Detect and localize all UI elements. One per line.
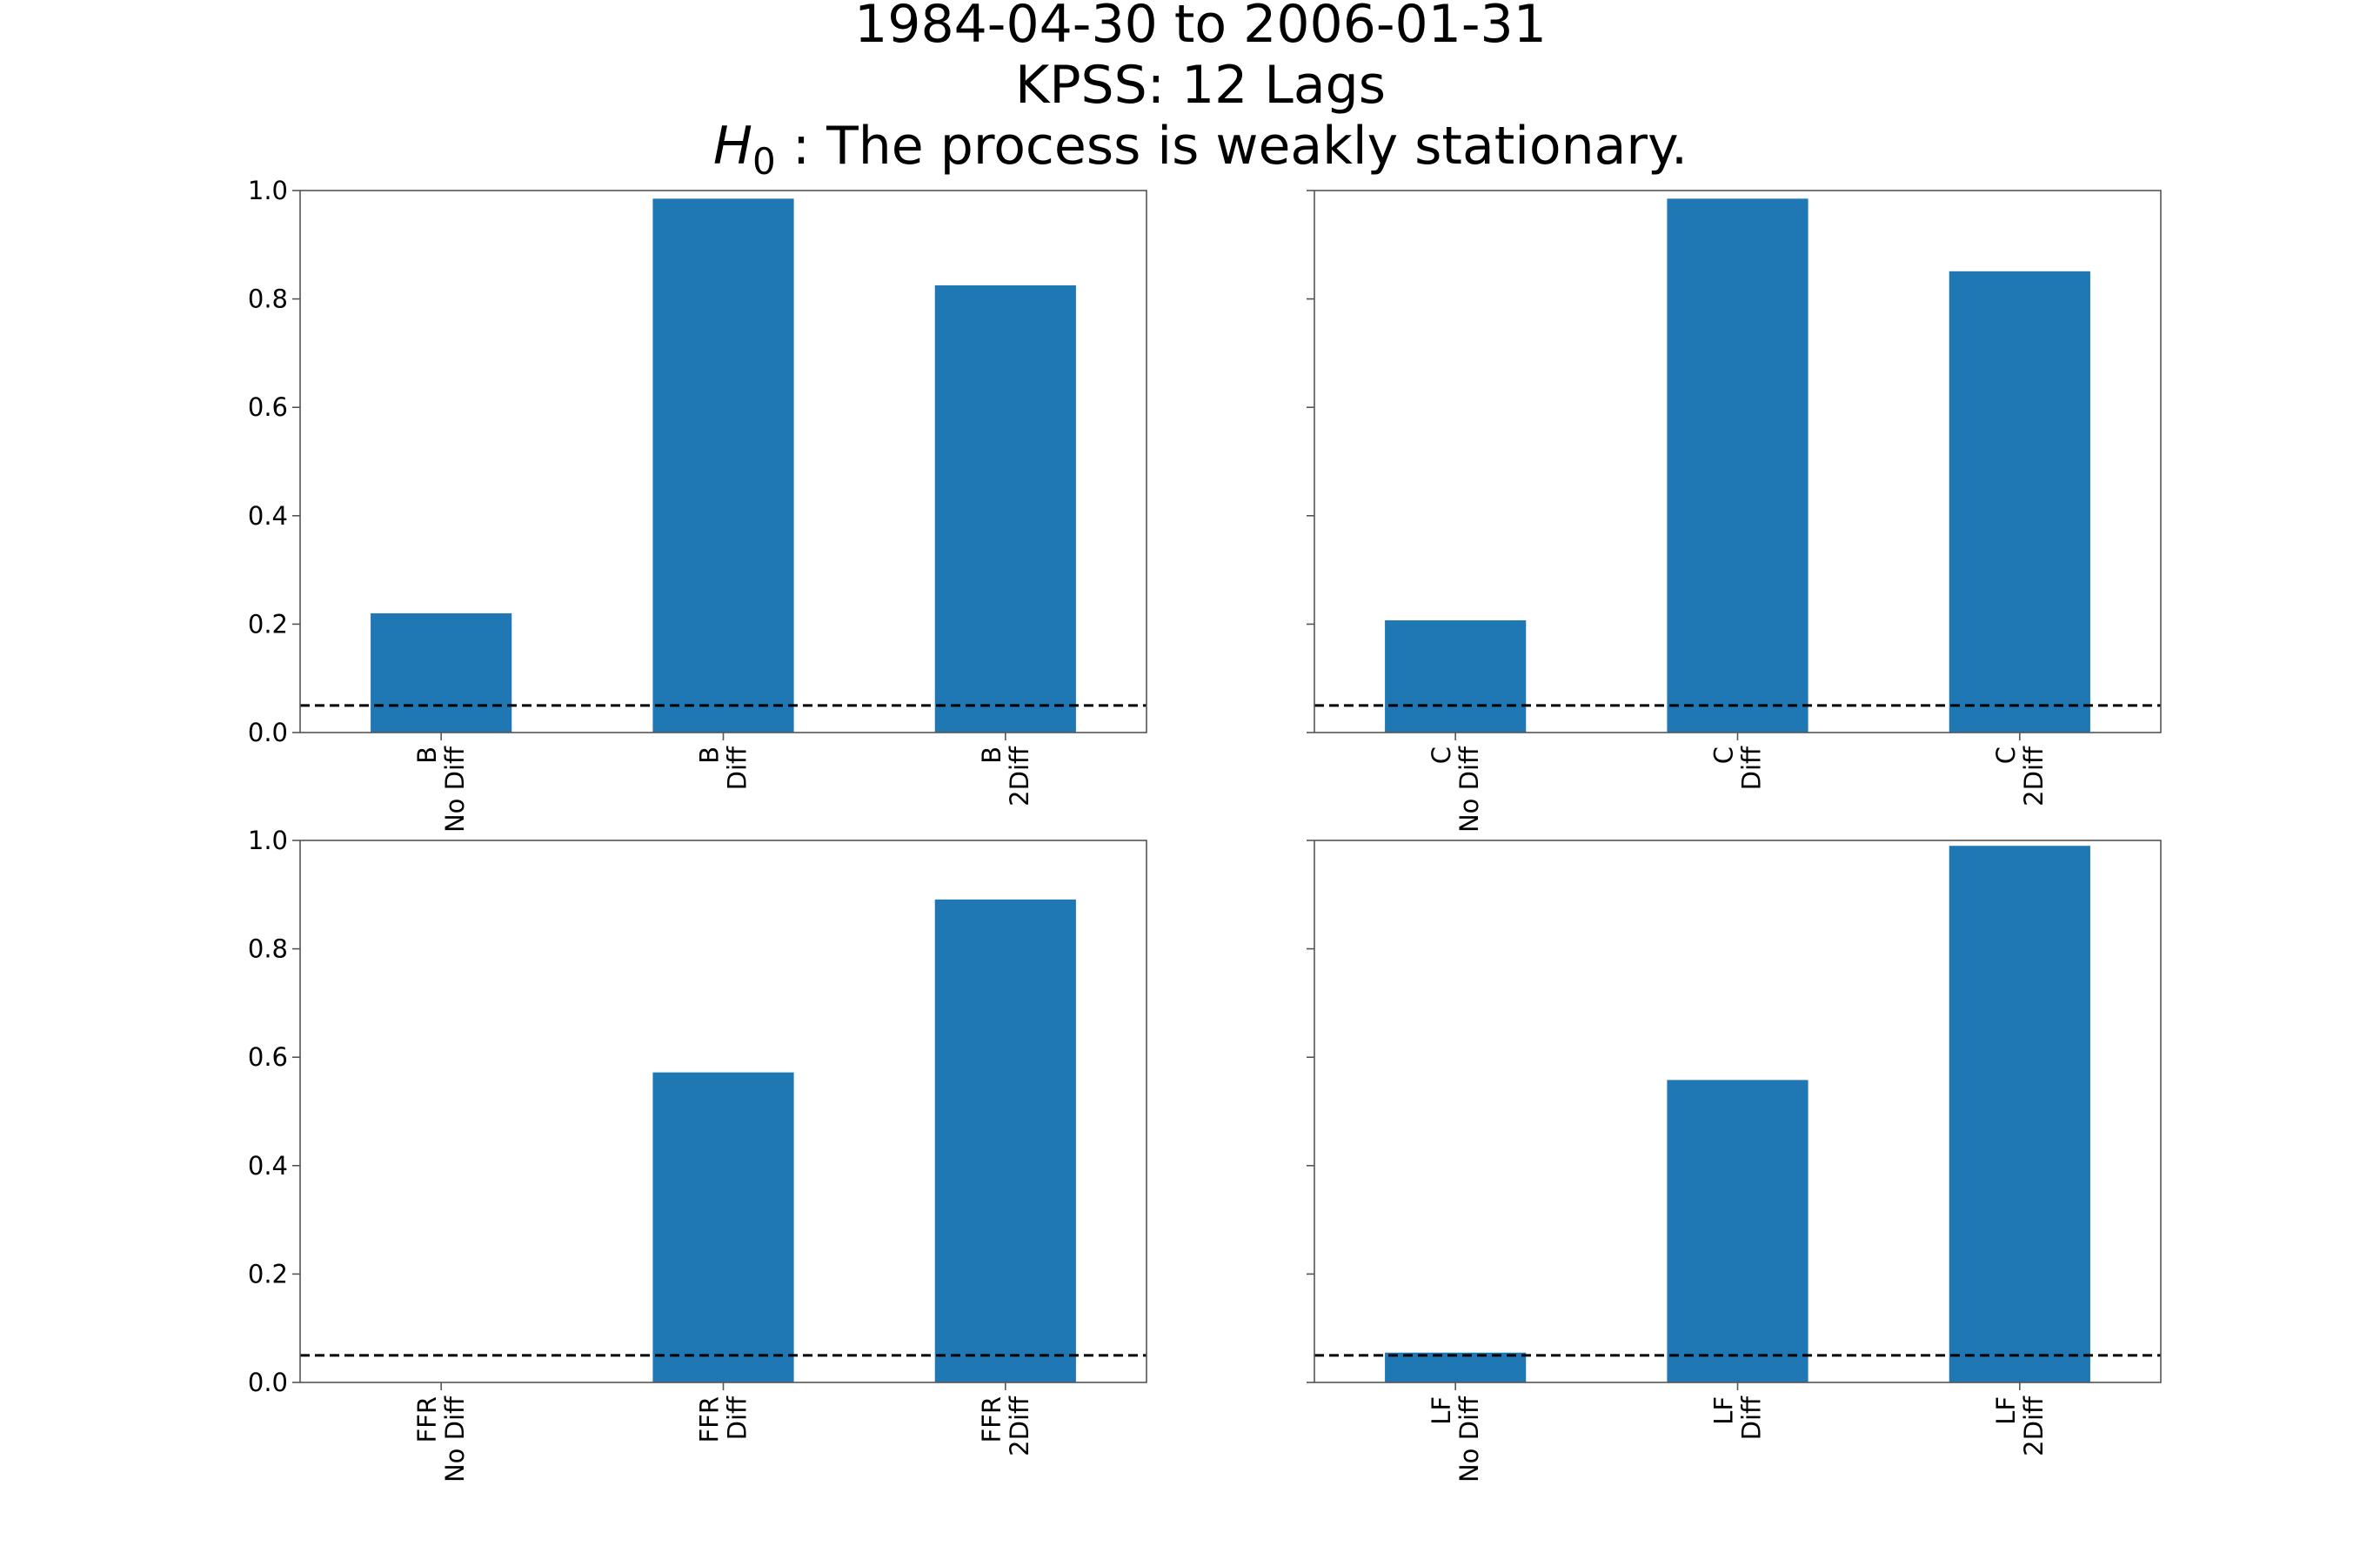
bar-c-2diff (1949, 271, 2090, 733)
x-category-label: BNo Diff (412, 746, 470, 833)
category-series-name: LF (1991, 1396, 2021, 1425)
x-category-label: B2Diff (977, 746, 1034, 806)
category-series-name: FFR (977, 1396, 1006, 1443)
bar-lf-diff (1667, 1080, 1808, 1382)
category-diff-level: 2Diff (2019, 1395, 2049, 1456)
hypothesis-subscript: 0 (752, 140, 776, 183)
category-diff-level: 2Diff (1005, 746, 1034, 806)
category-diff-level: Diff (723, 1395, 752, 1440)
y-tick-label: 0.0 (248, 718, 288, 747)
subplot-2: CNo Diff CDiff C2Diff (1307, 190, 2162, 833)
x-category-label: FFRDiff (695, 1395, 752, 1443)
bar-c-diff (1667, 198, 1808, 733)
category-diff-level: Diff (723, 746, 752, 790)
bar-b-no-diff (371, 612, 512, 733)
category-series-name: C (1427, 746, 1456, 764)
category-series-name: LF (1709, 1396, 1739, 1425)
y-tick-label: 0.4 (248, 501, 288, 531)
category-series-name: C (1991, 746, 2021, 764)
y-tick-label: 0.6 (248, 1042, 288, 1072)
category-series-name: B (412, 746, 442, 764)
bar-ffr-diff (652, 1072, 794, 1382)
x-category-label: C2Diff (1991, 746, 2049, 806)
category-diff-level: 2Diff (2019, 746, 2049, 806)
subplot-4: LFNo Diff LFDiff LF2Diff (1307, 840, 2162, 1482)
bar-lf-no-diff (1385, 1352, 1527, 1382)
category-diff-level: Diff (1737, 1395, 1767, 1440)
y-tick-label: 0.2 (248, 1259, 288, 1288)
category-diff-level: Diff (1737, 746, 1767, 790)
category-series-name: B (695, 746, 725, 764)
hypothesis-symbol: H (713, 116, 752, 177)
category-diff-level: No Diff (440, 1395, 470, 1482)
figure-title: 1984-04-30 to 2006-01-31 KPSS: 12 Lags H… (713, 0, 1688, 183)
x-category-label: CDiff (1709, 746, 1767, 790)
x-category-label: FFRNo Diff (412, 1395, 470, 1482)
y-tick-label: 0.8 (248, 284, 288, 314)
y-tick-label: 0.6 (248, 392, 288, 422)
category-series-name: FFR (412, 1396, 442, 1443)
x-category-label: LFNo Diff (1427, 1395, 1484, 1482)
bar-b-diff (652, 198, 794, 733)
category-series-name: FFR (695, 1396, 725, 1443)
bar-b-2diff (934, 285, 1076, 733)
title-line-test: KPSS: 12 Lags (1015, 55, 1386, 116)
category-series-name: LF (1427, 1396, 1456, 1425)
category-series-name: C (1709, 746, 1739, 764)
category-diff-level: No Diff (440, 746, 470, 833)
y-tick-label: 0.4 (248, 1151, 288, 1181)
title-line-hypothesis: H0 : The process is weakly stationary. (713, 116, 1688, 183)
x-category-label: LF2Diff (1991, 1395, 2049, 1456)
category-diff-level: No Diff (1454, 1395, 1484, 1482)
x-category-label: BDiff (695, 746, 752, 790)
hypothesis-text: : The process is weakly stationary. (776, 116, 1688, 177)
category-series-name: B (977, 746, 1006, 764)
y-tick-label: 1.0 (248, 826, 288, 855)
category-diff-level: 2Diff (1005, 1395, 1034, 1456)
x-category-label: LFDiff (1709, 1395, 1767, 1440)
title-line-date-range: 1984-04-30 to 2006-01-31 (854, 0, 1547, 55)
y-tick-label: 0.2 (248, 609, 288, 639)
y-tick-label: 1.0 (248, 176, 288, 205)
y-tick-label: 0.8 (248, 934, 288, 964)
bar-lf-2diff (1949, 846, 2090, 1382)
bar-ffr-2diff (934, 899, 1076, 1382)
bar-c-no-diff (1385, 620, 1527, 733)
x-category-label: CNo Diff (1427, 746, 1484, 833)
x-category-label: FFR2Diff (977, 1395, 1034, 1456)
y-tick-label: 0.0 (248, 1368, 288, 1397)
category-diff-level: No Diff (1454, 746, 1484, 833)
